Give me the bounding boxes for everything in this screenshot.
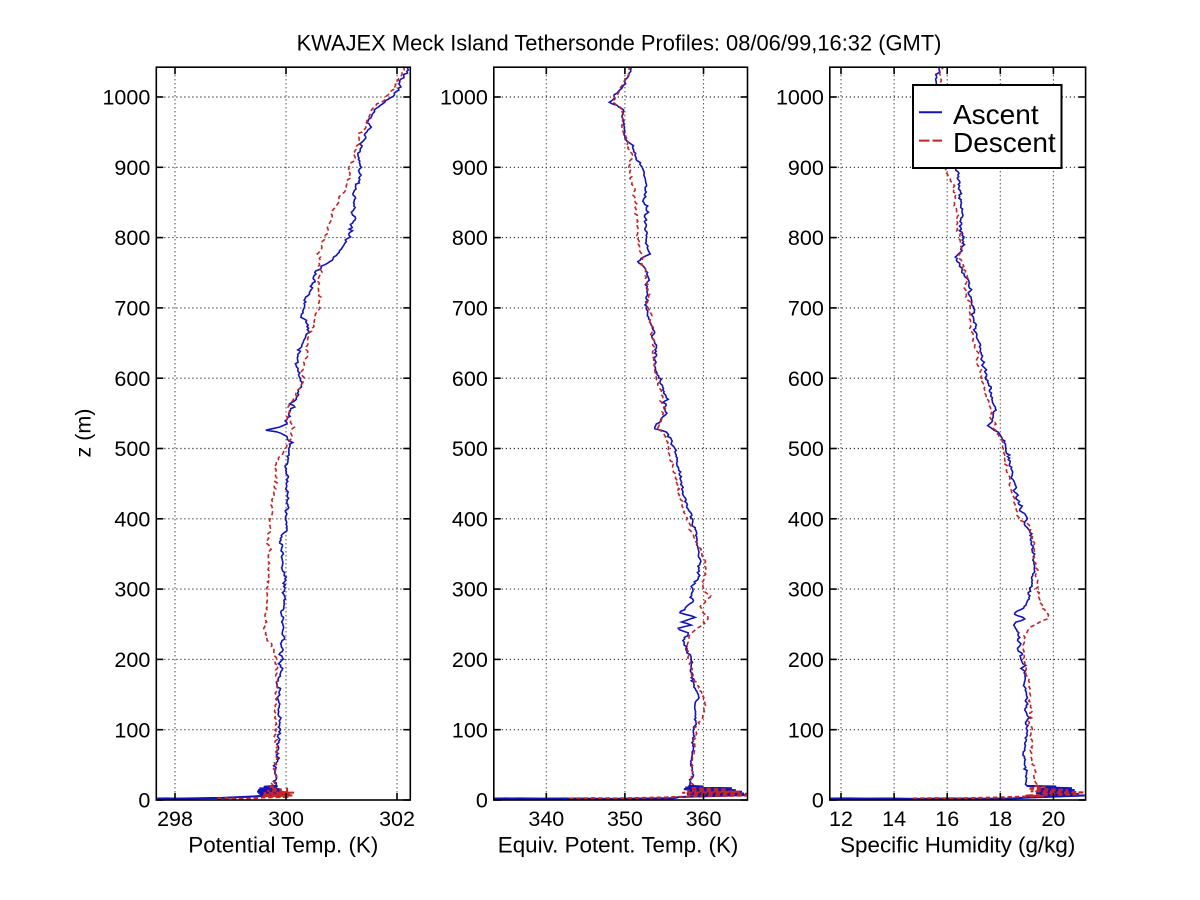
- svg-text:298: 298: [157, 807, 193, 831]
- svg-text:0: 0: [138, 789, 150, 813]
- svg-text:1000: 1000: [776, 86, 824, 110]
- svg-text:1000: 1000: [102, 86, 150, 110]
- svg-text:20: 20: [1041, 807, 1065, 831]
- svg-text:Equiv. Potent. Temp. (K): Equiv. Potent. Temp. (K): [498, 833, 739, 858]
- svg-text:900: 900: [788, 156, 824, 180]
- svg-text:Ascent: Ascent: [953, 99, 1039, 130]
- svg-text:Specific Humidity (g/kg): Specific Humidity (g/kg): [840, 833, 1075, 858]
- svg-text:KWAJEX Meck Island Tethersonde: KWAJEX Meck Island Tethersonde Profiles:…: [297, 31, 942, 56]
- svg-text:400: 400: [114, 507, 150, 531]
- svg-text:0: 0: [476, 789, 488, 813]
- svg-text:300: 300: [268, 807, 304, 831]
- svg-text:400: 400: [452, 507, 488, 531]
- svg-text:1000: 1000: [440, 86, 488, 110]
- svg-text:900: 900: [114, 156, 150, 180]
- svg-text:600: 600: [114, 367, 150, 391]
- svg-text:100: 100: [114, 718, 150, 742]
- svg-text:200: 200: [452, 648, 488, 672]
- svg-text:302: 302: [379, 807, 415, 831]
- svg-text:600: 600: [452, 367, 488, 391]
- svg-text:800: 800: [788, 226, 824, 250]
- svg-text:400: 400: [788, 507, 824, 531]
- svg-text:z (m): z (m): [72, 409, 96, 458]
- svg-text:700: 700: [788, 297, 824, 321]
- svg-text:500: 500: [114, 437, 150, 461]
- svg-text:300: 300: [452, 578, 488, 602]
- svg-text:900: 900: [452, 156, 488, 180]
- svg-text:300: 300: [788, 578, 824, 602]
- svg-text:600: 600: [788, 367, 824, 391]
- svg-text:12: 12: [829, 807, 853, 831]
- svg-text:300: 300: [114, 578, 150, 602]
- svg-text:350: 350: [607, 807, 643, 831]
- svg-text:200: 200: [114, 648, 150, 672]
- svg-text:14: 14: [882, 807, 906, 831]
- svg-text:16: 16: [935, 807, 959, 831]
- svg-text:200: 200: [788, 648, 824, 672]
- svg-text:340: 340: [528, 807, 564, 831]
- svg-text:500: 500: [452, 437, 488, 461]
- svg-text:800: 800: [114, 226, 150, 250]
- svg-text:360: 360: [686, 807, 722, 831]
- svg-text:Descent: Descent: [953, 127, 1056, 158]
- svg-text:800: 800: [452, 226, 488, 250]
- svg-text:18: 18: [988, 807, 1012, 831]
- svg-text:700: 700: [114, 297, 150, 321]
- svg-text:0: 0: [812, 789, 824, 813]
- svg-text:100: 100: [452, 718, 488, 742]
- svg-text:100: 100: [788, 718, 824, 742]
- svg-text:700: 700: [452, 297, 488, 321]
- svg-text:500: 500: [788, 437, 824, 461]
- svg-text:Potential Temp. (K): Potential Temp. (K): [188, 833, 378, 858]
